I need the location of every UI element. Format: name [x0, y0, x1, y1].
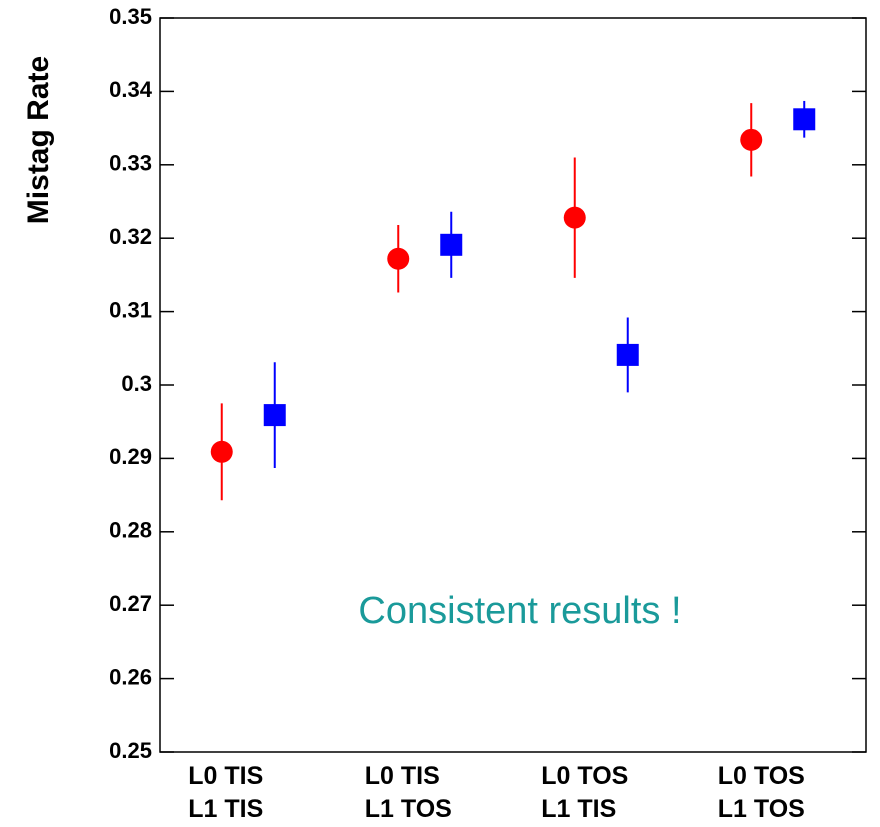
x-tick-label: L0 TOS L1 TOS	[717, 762, 805, 823]
y-tick-label: 0.31	[109, 297, 152, 322]
annotation: Consistent results !	[358, 590, 681, 632]
plot-frame	[159, 17, 867, 753]
y-tick-label: 0.3	[121, 371, 152, 396]
y-tick-label: 0.25	[109, 738, 152, 763]
y-tick-label: 0.26	[109, 664, 152, 689]
marker	[740, 128, 763, 151]
marker	[210, 440, 233, 463]
y-tick-label: 0.28	[109, 518, 152, 543]
y-tick-label: 0.34	[109, 77, 153, 102]
x-tick-label: L0 TIS L1 TOS	[364, 762, 452, 823]
marker	[616, 343, 639, 366]
y-tick-label: 0.29	[109, 444, 152, 469]
marker	[563, 206, 586, 229]
y-tick-label: 0.33	[109, 151, 152, 176]
x-tick-label: L0 TOS L1 TIS	[541, 762, 629, 823]
marker	[440, 233, 463, 256]
y-tick-label: 0.27	[109, 591, 152, 616]
marker	[387, 247, 410, 270]
marker	[793, 108, 816, 131]
x-tick-label: L0 TIS L1 TIS	[188, 762, 264, 823]
y-axis-label: Mistag Rate	[22, 56, 55, 224]
y-tick-label: 0.32	[109, 224, 152, 249]
y-tick-label: 0.35	[109, 4, 152, 29]
marker	[263, 404, 286, 427]
